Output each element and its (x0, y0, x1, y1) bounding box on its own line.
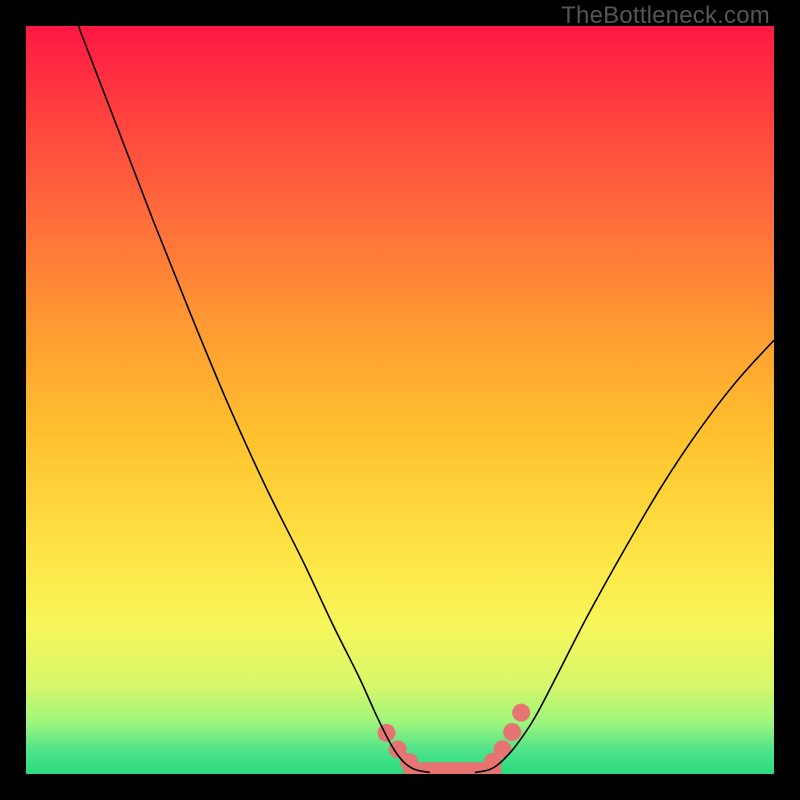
watermark-text: TheBottleneck.com (561, 2, 770, 30)
marker-dot (503, 723, 521, 741)
v-curve-chart (26, 26, 774, 774)
marker-dot (512, 704, 530, 722)
plot-area (26, 26, 774, 774)
gradient-background (26, 26, 774, 774)
marker-dot (493, 740, 511, 758)
marker-dot (378, 724, 396, 742)
chart-frame: TheBottleneck.com (0, 0, 800, 800)
